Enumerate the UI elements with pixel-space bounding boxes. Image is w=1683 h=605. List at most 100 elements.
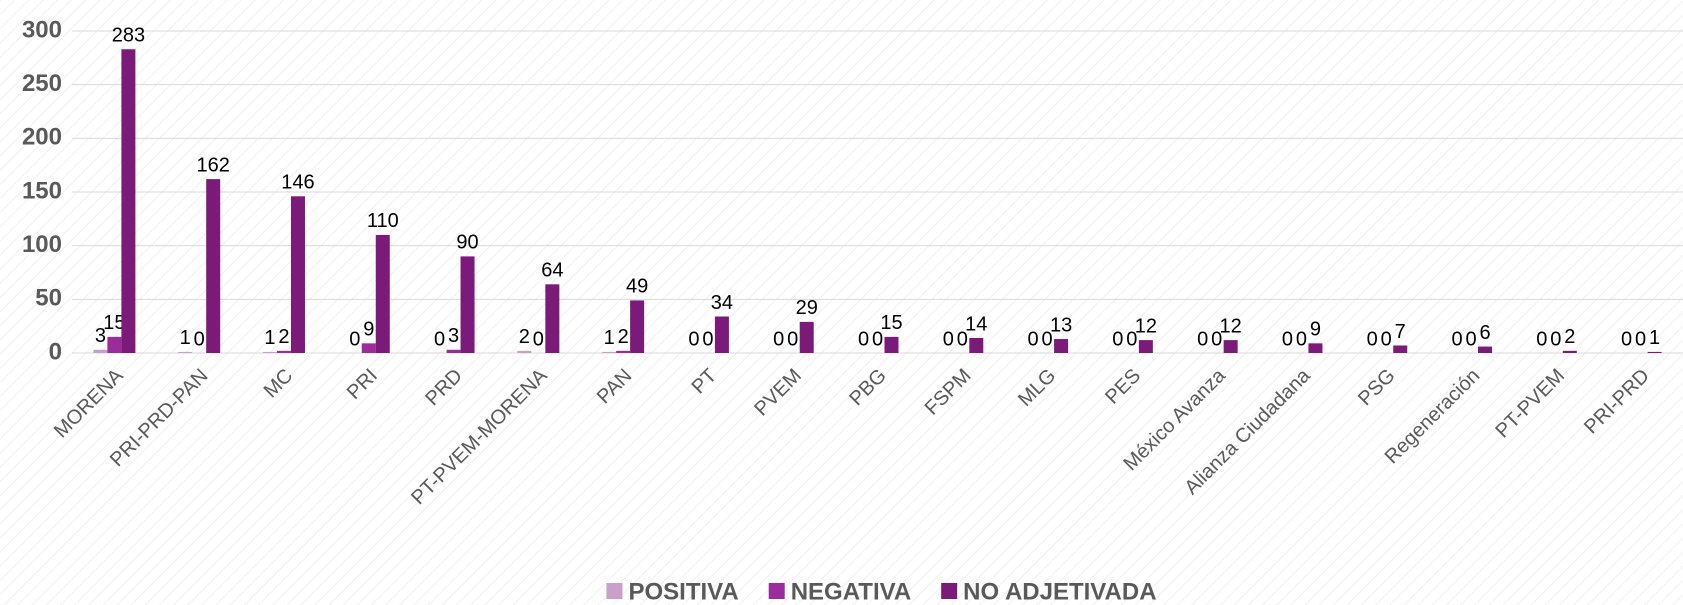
- data-label: 146: [281, 172, 314, 194]
- data-label: 12: [1135, 315, 1157, 337]
- bar: [361, 343, 376, 353]
- bar: [178, 351, 193, 353]
- data-label: 0: [533, 328, 544, 350]
- data-label: 0: [787, 328, 798, 350]
- bar: [446, 349, 461, 353]
- data-label: 0: [957, 328, 968, 350]
- bar: [1054, 339, 1069, 353]
- bar: [290, 196, 305, 353]
- legend-swatch: [941, 583, 958, 599]
- data-label: 6: [1479, 322, 1490, 344]
- bar: [1308, 343, 1323, 353]
- data-label: 0: [1282, 328, 1293, 350]
- data-label: 0: [1536, 328, 1547, 350]
- data-label: 12: [1220, 315, 1242, 337]
- bar: [799, 321, 814, 353]
- data-label: 9: [363, 319, 374, 341]
- data-label: 0: [702, 328, 713, 350]
- bar: [714, 316, 729, 353]
- data-label: 0: [194, 328, 205, 350]
- data-label: 1: [264, 327, 275, 349]
- legend-label: POSITIVA: [628, 578, 738, 605]
- data-label: 1: [604, 327, 615, 349]
- data-label: 0: [1635, 328, 1646, 350]
- bar: [517, 350, 532, 353]
- bar: [206, 179, 221, 353]
- data-label: 2: [618, 326, 629, 348]
- data-label: 15: [103, 312, 125, 334]
- data-label: 2: [519, 326, 530, 348]
- data-label: 0: [688, 328, 699, 350]
- bar: [276, 350, 291, 353]
- data-label: 0: [1211, 328, 1222, 350]
- data-label: 49: [626, 276, 648, 298]
- data-label: 29: [796, 297, 818, 319]
- bar: [262, 351, 277, 353]
- data-label: 0: [1028, 328, 1039, 350]
- data-label: 0: [1621, 328, 1632, 350]
- legend-swatch: [606, 583, 623, 599]
- bar: [1478, 346, 1493, 353]
- bar: [630, 300, 645, 353]
- bar: [375, 234, 390, 353]
- data-label: 0: [349, 328, 360, 350]
- bar: [1647, 351, 1662, 353]
- legend-label: NO ADJETIVADA: [963, 578, 1156, 605]
- y-tick-label: 100: [22, 231, 62, 258]
- data-label: 64: [541, 260, 563, 282]
- bar: [602, 351, 617, 353]
- y-tick-label: 300: [22, 16, 62, 43]
- data-label: 3: [95, 325, 106, 347]
- data-label: 0: [1126, 328, 1137, 350]
- y-tick-label: 250: [22, 70, 62, 97]
- bar: [1223, 340, 1238, 353]
- data-label: 0: [872, 328, 883, 350]
- data-label: 0: [1042, 328, 1053, 350]
- data-label: 1: [1649, 327, 1660, 349]
- data-label: 7: [1395, 321, 1406, 343]
- data-label: 34: [711, 292, 733, 314]
- legend-swatch: [768, 583, 785, 599]
- y-tick-label: 200: [22, 124, 62, 151]
- bar: [107, 336, 122, 353]
- bar: [1393, 345, 1408, 353]
- data-label: 14: [965, 313, 987, 335]
- bar: [121, 49, 136, 353]
- bar: [969, 337, 984, 353]
- y-tick-label: 150: [22, 177, 62, 204]
- data-label: 110: [367, 210, 399, 232]
- data-label: 0: [1197, 328, 1208, 350]
- bar: [545, 284, 560, 353]
- bar: [460, 256, 475, 353]
- data-label: 0: [943, 328, 954, 350]
- data-label: 15: [880, 312, 902, 334]
- y-tick-label: 0: [49, 338, 62, 365]
- data-label: 2: [278, 326, 289, 348]
- y-tick-label: 50: [35, 285, 62, 312]
- bar: [1562, 350, 1577, 353]
- data-label: 0: [858, 328, 869, 350]
- data-label: 0: [1550, 328, 1561, 350]
- legend-label: NEGATIVA: [791, 578, 911, 605]
- data-label: 0: [1296, 328, 1307, 350]
- data-label: 0: [434, 328, 445, 350]
- data-label: 0: [1451, 328, 1462, 350]
- data-label: 1: [180, 327, 191, 349]
- data-label: 0: [1381, 328, 1392, 350]
- bar: [1138, 340, 1153, 353]
- data-label: 9: [1310, 319, 1321, 341]
- data-label: 13: [1050, 314, 1072, 336]
- data-label: 0: [1465, 328, 1476, 350]
- bar: [616, 350, 631, 353]
- data-label: 90: [456, 232, 478, 254]
- data-label: 0: [1112, 328, 1123, 350]
- data-label: 0: [1367, 328, 1378, 350]
- bar: [93, 349, 108, 353]
- bar: [884, 336, 899, 353]
- data-label: 3: [448, 325, 459, 347]
- data-label: 2: [1564, 326, 1575, 348]
- data-label: 0: [773, 328, 784, 350]
- data-label: 283: [112, 25, 145, 47]
